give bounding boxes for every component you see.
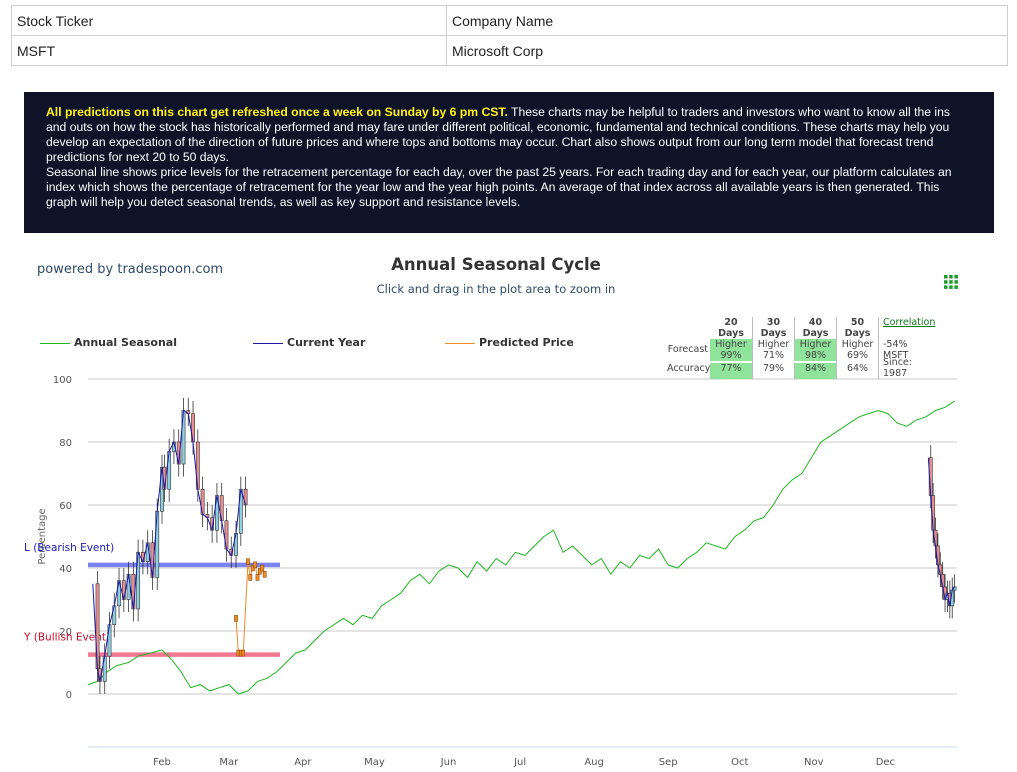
fc-col-20: 20 Days	[718, 317, 744, 339]
y-tick-label: 40	[59, 564, 72, 575]
fc-forecast-label: Forecast	[667, 344, 708, 355]
ticker-table: Stock Ticker Company Name MSFT Microsoft…	[11, 5, 1008, 66]
fc-dir-40: Higher	[794, 339, 836, 350]
x-tick-label: Aug	[584, 757, 604, 768]
fc-col-30: 30 Days	[752, 317, 794, 339]
info-text-2: Seasonal line shows price levels for the…	[46, 165, 952, 209]
fc-blank	[667, 317, 710, 339]
event-band-label: L (Bearish Event)	[24, 542, 114, 554]
event-band-label: Y (Bullish Event)	[23, 632, 110, 644]
fc-col-40: 40 Days	[794, 317, 836, 339]
chart-svg[interactable]: 0 20 40 60 80 100 Percentage Feb Mar Apr May Jun Jul…	[0, 236, 1017, 772]
fc-prob-20: 99%	[710, 350, 752, 361]
table-header-row: Stock Ticker Company Name	[11, 5, 1008, 36]
header-company-name: Company Name	[446, 5, 1008, 36]
legend-label: Annual Seasonal	[74, 336, 177, 349]
fc-acc-40: 84%	[794, 363, 836, 379]
fc-acc-50: 64%	[836, 361, 878, 379]
x-tick-label: Oct	[731, 757, 748, 768]
y-axis-label: Percentage	[37, 508, 48, 564]
legend-label: Predicted Price	[479, 336, 574, 349]
info-box: All predictions on this chart get refres…	[24, 92, 994, 233]
x-tick-label: Sep	[659, 757, 678, 768]
fc-dir-30: Higher	[752, 339, 794, 350]
chart-title: Annual Seasonal Cycle	[391, 255, 601, 274]
predicted-candle	[260, 564, 265, 572]
powered-by: powered by tradespoon.com	[37, 262, 224, 277]
current-year-end-line	[927, 457, 955, 606]
legend-label: Current Year	[287, 336, 366, 349]
y-tick-label: 100	[53, 375, 72, 386]
predicted-candle	[262, 571, 267, 578]
predicted-candle	[241, 649, 246, 657]
fc-prob-50: 69%	[836, 350, 878, 361]
info-highlight: All predictions on this chart get refres…	[46, 105, 508, 119]
chart-container[interactable]: 0 20 40 60 80 100 Percentage Feb Mar Apr May Jun Jul…	[0, 236, 1017, 772]
predicted-candle	[248, 574, 253, 581]
fc-dir-20: Higher	[710, 339, 752, 350]
forecast-table: 20 Days 30 Days 40 Days 50 Days Correlat…	[667, 317, 938, 379]
x-tick-label: Jul	[513, 757, 526, 768]
predicted-candle	[253, 561, 257, 569]
x-tick-label: Feb	[153, 757, 171, 768]
fc-col-50: 50 Days	[836, 317, 878, 339]
y-tick-label: 20	[59, 627, 72, 638]
predicted-candle	[234, 615, 238, 622]
fc-corr-value: -54%	[878, 339, 938, 350]
legend-swatch	[253, 338, 283, 348]
y-tick-label: 0	[66, 690, 72, 701]
predicted-candle	[246, 558, 250, 565]
predicted-candle	[255, 574, 260, 581]
fc-dir-50: Higher	[836, 339, 878, 350]
x-tick-label: Dec	[876, 757, 895, 768]
legend-item-annual-seasonal[interactable]: Annual Seasonal	[40, 336, 177, 349]
fc-accuracy-label: Accuracy	[667, 363, 711, 374]
fc-prob-30: 71%	[752, 350, 794, 361]
fc-since: Since: 1987	[878, 357, 938, 379]
header-stock-ticker: Stock Ticker	[11, 5, 447, 36]
x-tick-label: Nov	[804, 757, 824, 768]
fc-acc-20: 77%	[710, 363, 752, 379]
y-tick-label: 80	[59, 438, 72, 449]
annual-seasonal-line	[87, 400, 955, 695]
fc-ticker: MSFT	[878, 350, 938, 361]
cell-ticker: MSFT	[11, 35, 447, 66]
cell-company: Microsoft Corp	[446, 35, 1008, 66]
x-tick-label: Jun	[440, 757, 457, 768]
grid-menu-icon[interactable]	[943, 274, 959, 290]
x-tick-label: Apr	[294, 757, 312, 768]
legend-item-current-year[interactable]: Current Year	[253, 336, 365, 349]
x-tick-label: Mar	[219, 757, 239, 768]
legend-swatch	[445, 338, 475, 348]
x-tick-label: May	[364, 757, 385, 768]
legend-swatch	[40, 338, 70, 348]
fc-acc-30: 79%	[752, 361, 794, 379]
legend-item-predicted-price[interactable]: Predicted Price	[445, 336, 574, 349]
table-row: MSFT Microsoft Corp	[11, 35, 1008, 66]
info-text-1: These charts may be helpful to traders a…	[46, 105, 951, 164]
correlation-link[interactable]: Correlation	[878, 317, 938, 339]
fc-prob-40: 98%	[794, 350, 836, 361]
y-tick-label: 60	[59, 501, 72, 512]
chart-subtitle: Click and drag in the plot area to zoom …	[376, 282, 616, 296]
current-year-line	[92, 409, 247, 682]
